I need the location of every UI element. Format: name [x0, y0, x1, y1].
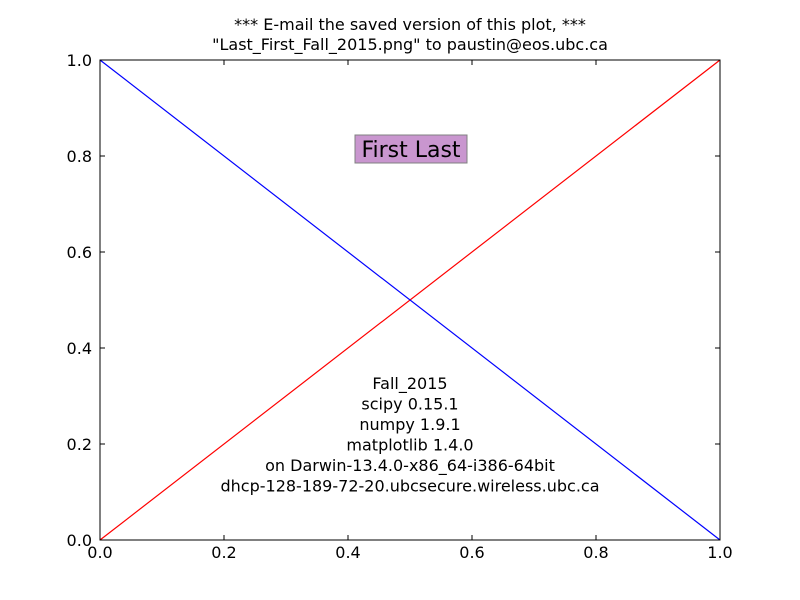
info-line: matplotlib 1.4.0 [346, 436, 473, 455]
x-tick-label: 0.0 [87, 543, 112, 562]
name-box-label: First Last [361, 138, 460, 163]
info-line: on Darwin-13.4.0-x86_64-i386-64bit [265, 456, 555, 476]
y-tick-label: 0.4 [67, 339, 92, 358]
name-box [354, 134, 468, 164]
x-tick-label: 0.4 [335, 543, 360, 562]
x-tick-label: 0.8 [583, 543, 608, 562]
series-line-1 [99, 59, 721, 541]
y-tick-label: 0.6 [67, 243, 92, 262]
x-tick-label: 0.2 [211, 543, 236, 562]
chart-title-line: *** E-mail the saved version of this plo… [234, 15, 586, 34]
series-group [99, 59, 721, 541]
info-line: numpy 1.9.1 [359, 415, 460, 434]
y-tick-label: 1.0 [67, 51, 92, 70]
info-line: dhcp-128-189-72-20.ubcsecure.wireless.ub… [220, 477, 599, 496]
info-line: scipy 0.15.1 [361, 395, 458, 414]
x-tick-label: 0.6 [459, 543, 484, 562]
y-tick-label: 0.2 [67, 435, 92, 454]
chart-title-line: "Last_First_Fall_2015.png" to paustin@eo… [212, 35, 608, 55]
plot-frame [99, 59, 721, 541]
axis-ticks: 0.0 0.2 0.4 0.6 0.8 1.0 0.0 0.2 0.4 0.6 0.8 1.0 [67, 51, 733, 562]
x-tick-label: 1.0 [707, 543, 732, 562]
chart-title: *** E-mail the saved version of this plo… [212, 15, 608, 55]
y-tick-label: 0.0 [67, 531, 92, 550]
y-tick-label: 0.8 [67, 147, 92, 166]
info-line: Fall_2015 [372, 374, 447, 394]
